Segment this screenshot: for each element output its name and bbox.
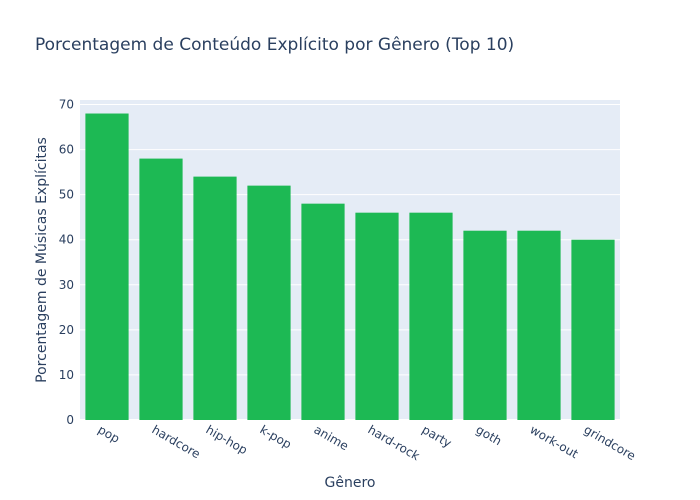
bar-pop[interactable] [85, 113, 129, 421]
y-tick-label: 60 [59, 143, 74, 157]
y-axis-title: Porcentagem de Músicas Explícitas [34, 137, 50, 383]
bar-goth[interactable] [463, 230, 507, 420]
x-tick-label: anime [312, 422, 351, 453]
x-tick-label: work-out [528, 422, 581, 461]
y-tick-label: 50 [59, 188, 74, 202]
chart-title: Porcentagem de Conteúdo Explícito por Gê… [35, 35, 514, 55]
x-tick-label: party [420, 422, 454, 450]
bar-party[interactable] [409, 212, 453, 420]
x-tick-label: grindcore [582, 422, 638, 463]
x-tick-label: hip-hop [204, 422, 250, 457]
y-tick-label: 70 [59, 98, 74, 112]
y-tick-label: 0 [66, 413, 74, 427]
y-tick-label: 40 [59, 233, 74, 247]
y-tick-label: 30 [59, 278, 74, 292]
bar-hip-hop[interactable] [193, 176, 237, 420]
bar-hard-rock[interactable] [355, 212, 399, 420]
x-tick-label: hard-rock [366, 422, 423, 463]
x-tick-label: hardcore [150, 422, 203, 461]
bar-grindcore[interactable] [571, 239, 615, 420]
y-tick-label: 10 [59, 368, 74, 382]
bar-hardcore[interactable] [139, 158, 183, 420]
bar-anime[interactable] [301, 203, 345, 420]
bar-work-out[interactable] [517, 230, 561, 420]
x-tick-label: k-pop [258, 422, 294, 451]
x-axis-title: Gênero [325, 475, 376, 491]
x-tick-label: pop [96, 422, 123, 445]
y-axis-ticks: 0 10 20 30 40 50 60 70 [59, 98, 74, 427]
x-axis-ticks: pop hardcore hip-hop k-pop anime hard-rockpar… [96, 422, 638, 463]
x-tick-label: goth [474, 422, 505, 448]
y-tick-label: 20 [59, 323, 74, 337]
bar-k-pop[interactable] [247, 185, 291, 420]
bars [85, 113, 615, 421]
